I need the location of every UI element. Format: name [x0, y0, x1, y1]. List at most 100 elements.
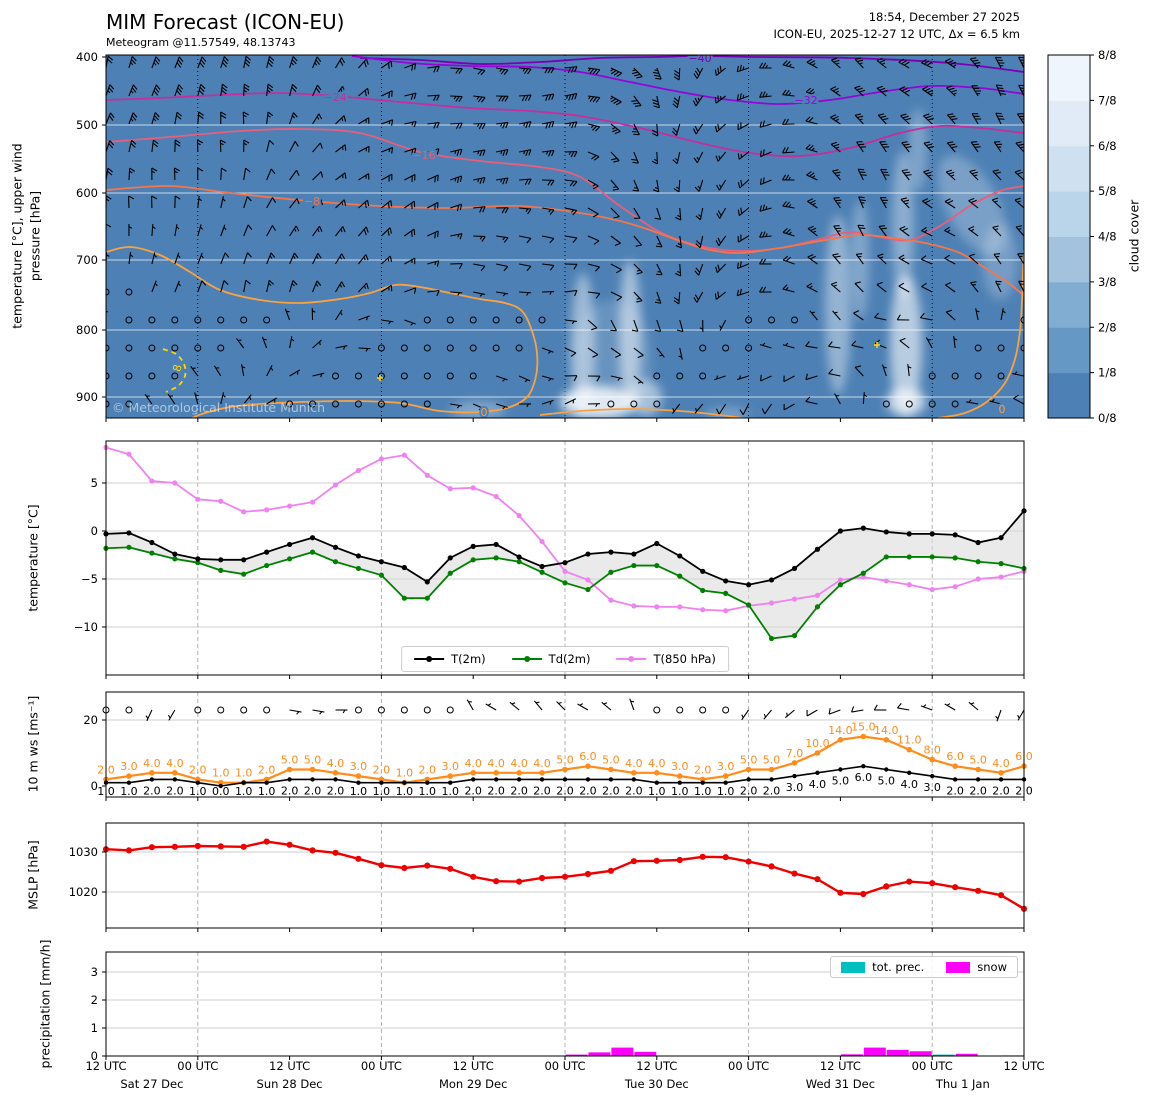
temperature-tick-label: −10 — [74, 620, 98, 634]
barb-feather — [1014, 197, 1021, 201]
wind-barb — [197, 83, 206, 97]
barb-feather — [245, 58, 251, 64]
mslp-marker — [240, 843, 247, 850]
wind-barb — [335, 226, 346, 237]
barb-staff — [1017, 113, 1024, 125]
barb-feather — [592, 354, 599, 358]
barb-feather — [901, 87, 908, 92]
barb-half-feather — [835, 118, 839, 122]
gust-marker — [676, 773, 683, 779]
barb-feather — [527, 94, 532, 101]
mslp-marker — [332, 849, 339, 856]
barb-feather — [544, 67, 549, 74]
calm-circle — [699, 706, 707, 714]
barb-half-feather — [695, 407, 698, 412]
barb-half-feather — [590, 124, 594, 129]
barb-staff — [610, 123, 621, 132]
t2m-line-marker — [378, 559, 384, 565]
barb-staff — [742, 403, 750, 415]
wind-barb — [830, 141, 841, 153]
barb-feather — [456, 176, 460, 184]
td2m-line-marker — [332, 559, 339, 565]
td2m-line-marker — [126, 544, 132, 550]
wind-barb — [878, 225, 887, 237]
wind-barb — [587, 67, 601, 75]
wind-barb — [289, 336, 295, 349]
barb-feather — [673, 300, 680, 305]
barb-feather — [923, 113, 930, 117]
wind-barb — [519, 94, 532, 102]
barb-staff — [699, 207, 704, 220]
barb-feather — [924, 87, 931, 92]
gust-marker — [860, 733, 867, 740]
barb-feather — [807, 254, 814, 258]
barb-half-feather — [548, 378, 552, 382]
barb-half-feather — [220, 142, 224, 146]
barb-feather — [200, 59, 206, 65]
calm-circle — [377, 706, 385, 714]
barb-feather — [433, 149, 437, 156]
barb-staff — [541, 93, 554, 97]
barb-feather — [131, 139, 137, 145]
t2m-line-marker — [998, 535, 1004, 541]
wind-barb — [450, 203, 463, 212]
wind-barb — [807, 254, 818, 265]
barb-staff — [312, 339, 322, 349]
wind-barb — [759, 177, 772, 186]
barb-staff — [243, 56, 247, 69]
barb-feather — [524, 68, 529, 74]
barb-feather — [571, 94, 575, 101]
t850-line-marker — [332, 482, 339, 488]
barb-feather — [905, 174, 912, 176]
barb-feather — [414, 63, 417, 70]
barb-staff — [874, 316, 887, 321]
barb-half-feather — [524, 379, 529, 383]
barb-feather — [675, 272, 681, 277]
barb-feather — [855, 113, 862, 116]
barb-feather — [717, 123, 720, 131]
mslp-marker — [148, 844, 155, 851]
t850-line-marker — [516, 513, 522, 519]
gust-marker — [562, 766, 568, 773]
barb-staff — [174, 84, 180, 97]
barb-half-feather — [674, 157, 679, 162]
wind-barb — [577, 703, 589, 711]
barb-staff — [564, 235, 577, 239]
time-tick-label: 00 UTC — [177, 1059, 218, 1073]
barb-staff — [694, 403, 704, 414]
wind-barb — [739, 403, 750, 415]
td2m-line-marker — [700, 587, 706, 594]
barb-half-feather — [339, 284, 343, 288]
t2m-line-marker — [883, 529, 889, 535]
wind-barb — [782, 284, 795, 293]
barb-staff — [854, 283, 864, 293]
wind-barb — [782, 89, 795, 97]
wind-barb — [654, 319, 662, 332]
wind-barb — [473, 291, 486, 297]
gust-value-label: 11.0 — [897, 734, 922, 747]
mean-wind-marker — [723, 780, 728, 785]
calm-circle — [106, 288, 110, 296]
wind-barb — [404, 200, 416, 209]
calm-circle — [148, 316, 156, 324]
barb-staff — [266, 280, 270, 293]
wind-barb — [851, 706, 864, 713]
wind-barb — [809, 310, 818, 321]
td2m-line-marker — [218, 567, 224, 573]
barb-staff — [358, 145, 370, 153]
barb-feather — [880, 115, 887, 118]
barb-feather — [970, 199, 977, 204]
barb-feather — [927, 89, 934, 94]
td2m-line-marker — [860, 570, 866, 576]
wind-barb — [907, 364, 912, 377]
wind-barb — [496, 177, 509, 185]
wind-barb — [851, 340, 864, 349]
barb-staff — [381, 200, 392, 209]
barb-staff — [381, 119, 393, 125]
wind-barb — [881, 364, 887, 377]
barb-feather — [616, 72, 623, 77]
barb-feather — [199, 62, 205, 68]
barb-staff — [243, 252, 249, 265]
wind-barb — [220, 196, 226, 209]
mslp-panel — [102, 823, 1028, 928]
